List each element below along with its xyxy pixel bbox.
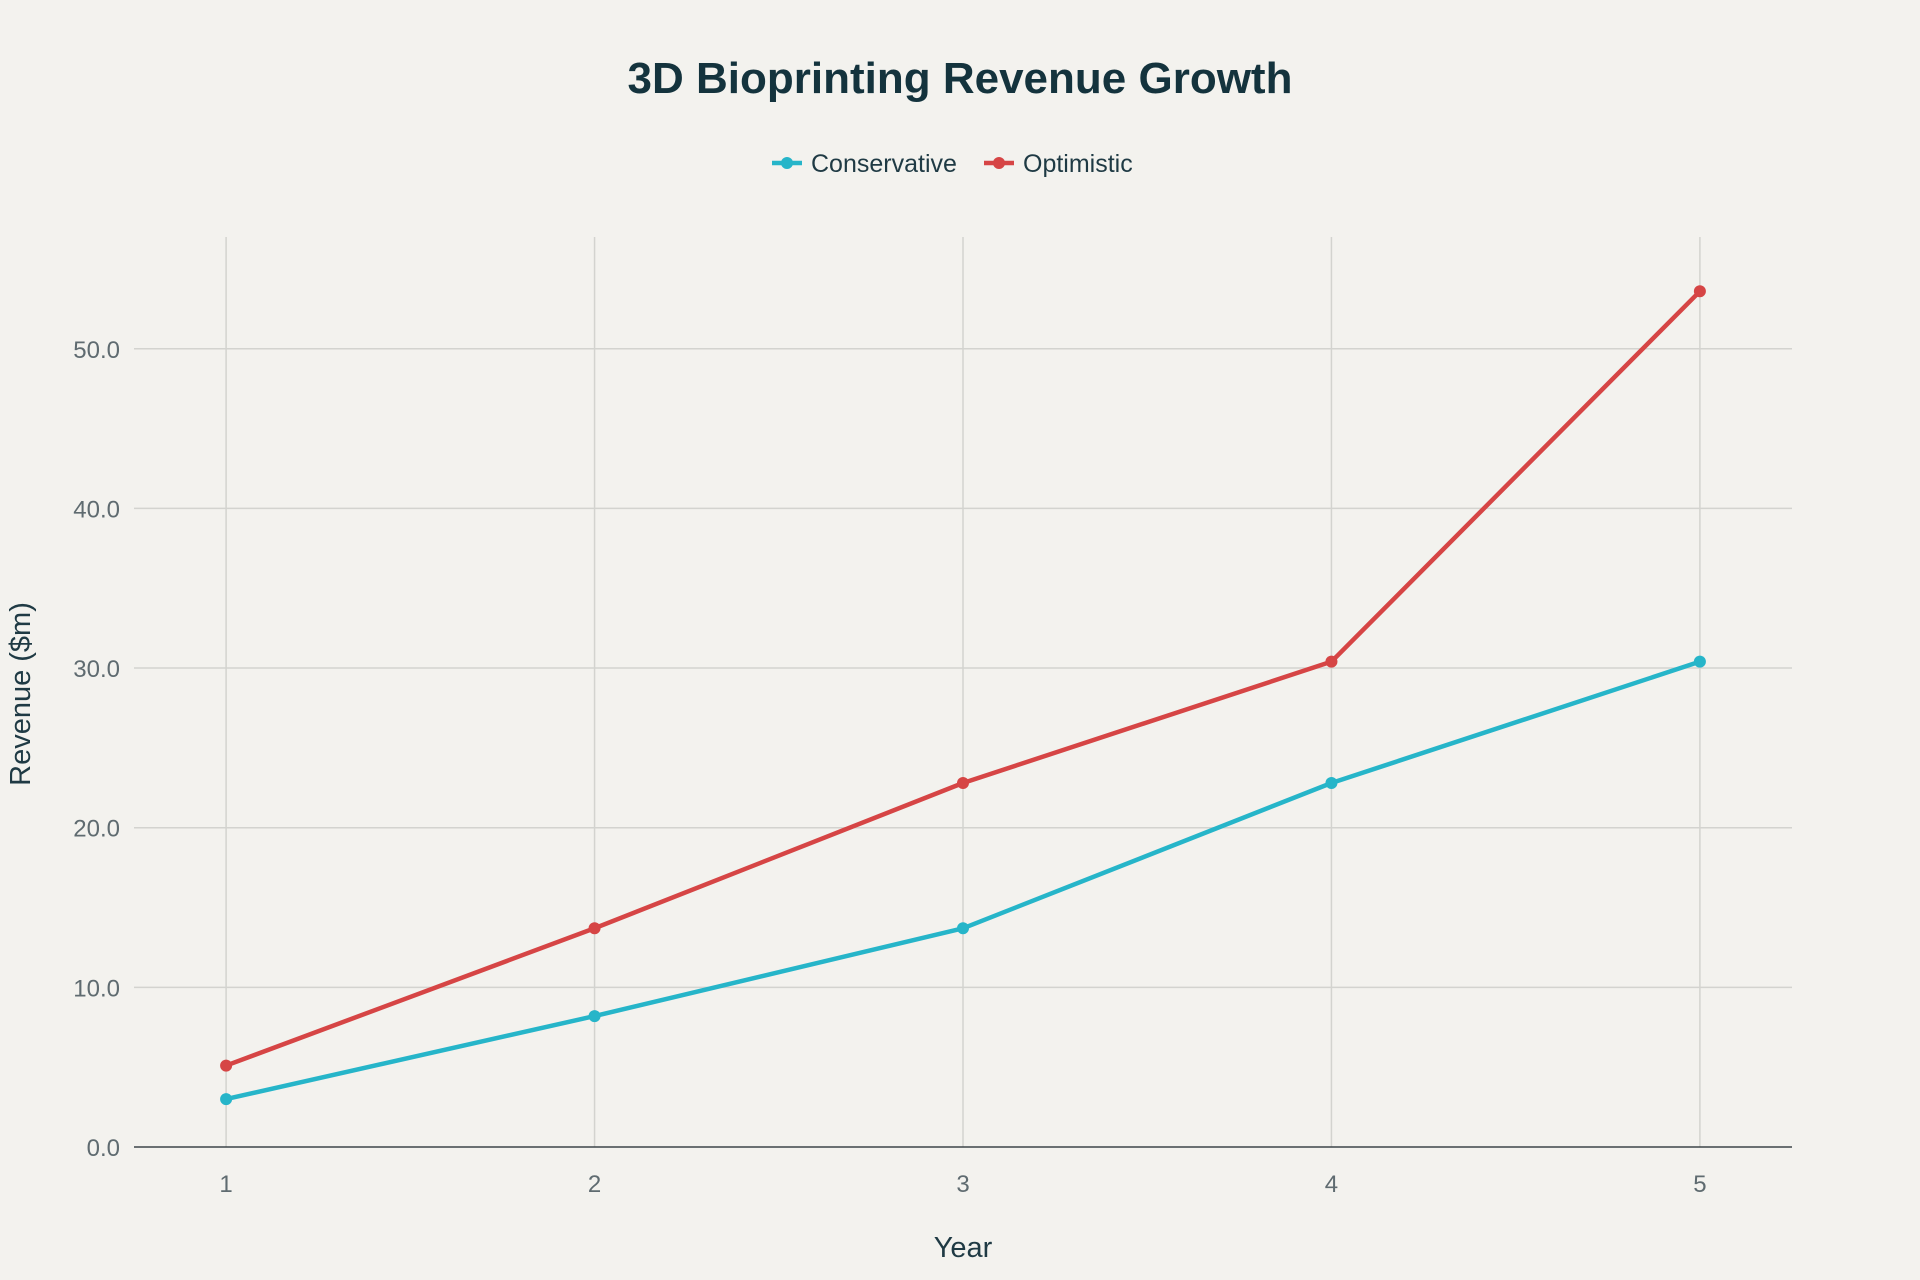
x-tick-label: 2 bbox=[588, 1171, 601, 1198]
data-point-conservative[interactable] bbox=[220, 1093, 233, 1106]
data-point-conservative[interactable] bbox=[588, 1010, 601, 1023]
grid bbox=[134, 237, 1792, 1147]
y-tick-label: 40.0 bbox=[73, 496, 120, 523]
data-point-conservative[interactable] bbox=[1693, 655, 1706, 668]
x-axis-title: Year bbox=[934, 1232, 993, 1264]
data-point-optimistic[interactable] bbox=[588, 922, 601, 935]
y-tick-label: 0.0 bbox=[87, 1135, 120, 1162]
legend-item-conservative[interactable]: Conservative bbox=[772, 150, 957, 178]
y-axis-title: Revenue ($m) bbox=[5, 602, 37, 786]
legend-marker-optimistic bbox=[993, 157, 1005, 169]
x-tick-label: 4 bbox=[1325, 1171, 1338, 1198]
legend[interactable]: Conservative Optimistic bbox=[772, 150, 1133, 178]
legend-item-optimistic[interactable]: Optimistic bbox=[984, 150, 1133, 178]
x-tick-label: 3 bbox=[956, 1171, 969, 1198]
data-point-optimistic[interactable] bbox=[1325, 655, 1338, 668]
legend-marker-conservative bbox=[781, 157, 793, 169]
y-tick-label: 30.0 bbox=[73, 656, 120, 683]
y-tick-label: 20.0 bbox=[73, 816, 120, 843]
chart-title: 3D Bioprinting Revenue Growth bbox=[628, 54, 1293, 103]
data-point-conservative[interactable] bbox=[957, 922, 969, 935]
x-tick-label: 5 bbox=[1693, 1171, 1706, 1198]
x-tick-label: 1 bbox=[219, 1171, 232, 1198]
data-point-optimistic[interactable] bbox=[957, 777, 969, 789]
series bbox=[220, 285, 1706, 1106]
axes: 1 2 3 4 50.010.020.030.040.050.0 bbox=[73, 337, 1792, 1198]
legend-label-optimistic: Optimistic bbox=[1023, 150, 1133, 178]
data-point-optimistic[interactable] bbox=[220, 1059, 233, 1072]
legend-label-conservative: Conservative bbox=[811, 150, 957, 178]
data-point-conservative[interactable] bbox=[1325, 777, 1338, 789]
y-tick-label: 50.0 bbox=[73, 337, 120, 364]
y-tick-label: 10.0 bbox=[73, 975, 120, 1002]
data-point-optimistic[interactable] bbox=[1693, 285, 1706, 298]
